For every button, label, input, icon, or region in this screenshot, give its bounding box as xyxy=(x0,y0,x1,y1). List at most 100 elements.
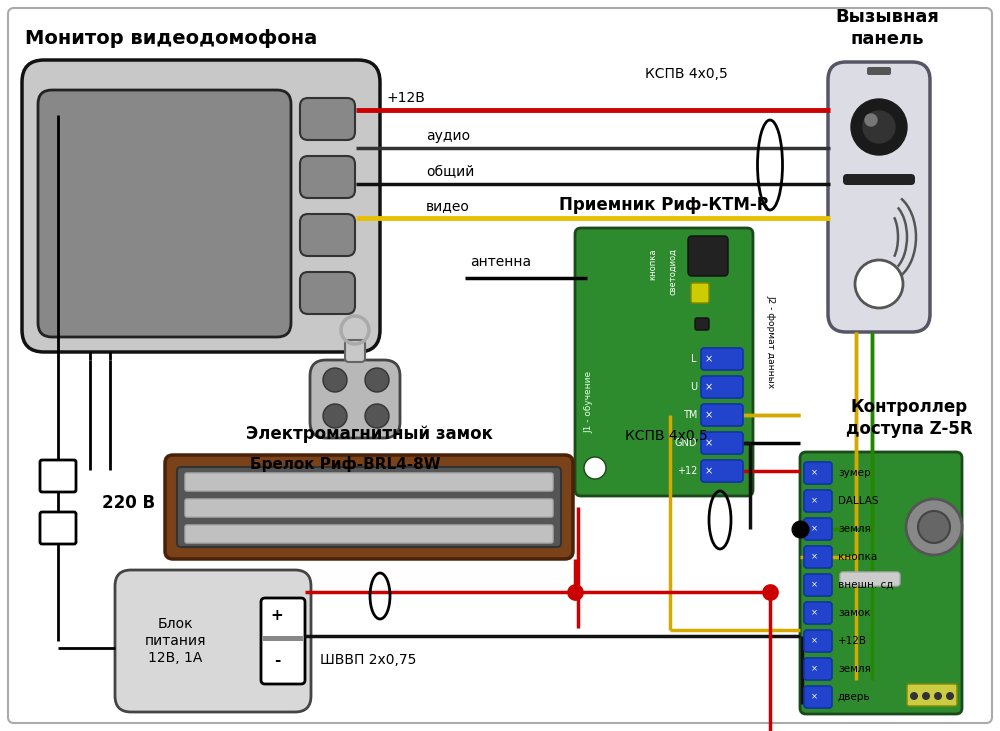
Circle shape xyxy=(323,404,347,428)
Text: видео: видео xyxy=(426,199,470,213)
Text: ×: × xyxy=(810,637,818,645)
Text: Электромагнитный замок: Электромагнитный замок xyxy=(246,425,492,443)
FancyBboxPatch shape xyxy=(8,8,992,723)
FancyBboxPatch shape xyxy=(804,686,832,708)
FancyBboxPatch shape xyxy=(688,236,728,276)
Text: зумер: зумер xyxy=(838,468,871,478)
Text: ×: × xyxy=(810,496,818,506)
Text: +: + xyxy=(271,608,283,624)
FancyBboxPatch shape xyxy=(701,376,743,398)
FancyBboxPatch shape xyxy=(828,62,930,332)
Text: ШВВП 2х0,75: ШВВП 2х0,75 xyxy=(320,653,416,667)
Text: 220 В: 220 В xyxy=(102,494,155,512)
Circle shape xyxy=(906,499,962,555)
Text: +12В: +12В xyxy=(386,91,425,105)
Text: земля: земля xyxy=(838,524,871,534)
Text: +12: +12 xyxy=(677,466,697,476)
FancyBboxPatch shape xyxy=(22,60,380,352)
Text: ×: × xyxy=(810,553,818,561)
Circle shape xyxy=(910,692,918,700)
FancyBboxPatch shape xyxy=(310,360,400,438)
Circle shape xyxy=(863,111,895,143)
Text: ×: × xyxy=(810,692,818,702)
Circle shape xyxy=(851,99,907,155)
FancyBboxPatch shape xyxy=(804,658,832,680)
FancyBboxPatch shape xyxy=(843,174,915,185)
Circle shape xyxy=(855,260,903,308)
Text: КСПВ 4х0,5: КСПВ 4х0,5 xyxy=(645,67,728,81)
Circle shape xyxy=(918,511,950,543)
Circle shape xyxy=(922,692,930,700)
Text: замок: замок xyxy=(838,608,871,618)
FancyBboxPatch shape xyxy=(38,90,291,337)
Text: J2 - формат данных: J2 - формат данных xyxy=(767,295,776,389)
FancyBboxPatch shape xyxy=(867,67,891,75)
Text: дверь: дверь xyxy=(838,692,871,702)
FancyBboxPatch shape xyxy=(907,684,957,706)
Text: Брелок Риф-BRL4-8W: Брелок Риф-BRL4-8W xyxy=(250,456,440,472)
Circle shape xyxy=(365,404,389,428)
Circle shape xyxy=(934,692,942,700)
Text: антенна: антенна xyxy=(470,255,531,269)
FancyBboxPatch shape xyxy=(804,574,832,596)
FancyBboxPatch shape xyxy=(40,512,76,544)
Text: DALLAS: DALLAS xyxy=(838,496,879,506)
Text: ×: × xyxy=(705,410,713,420)
FancyBboxPatch shape xyxy=(804,546,832,568)
FancyBboxPatch shape xyxy=(345,340,365,362)
FancyBboxPatch shape xyxy=(115,570,311,712)
FancyBboxPatch shape xyxy=(263,636,303,641)
FancyBboxPatch shape xyxy=(804,490,832,512)
Text: ×: × xyxy=(810,608,818,618)
Text: кнопка: кнопка xyxy=(838,552,877,562)
FancyBboxPatch shape xyxy=(300,272,355,314)
FancyBboxPatch shape xyxy=(804,462,832,484)
Text: +12В: +12В xyxy=(838,636,867,646)
Text: Приемник Риф-КТМ-R: Приемник Риф-КТМ-R xyxy=(559,196,769,214)
FancyBboxPatch shape xyxy=(177,467,561,547)
Circle shape xyxy=(584,457,606,479)
FancyBboxPatch shape xyxy=(840,572,900,586)
Text: ×: × xyxy=(705,354,713,364)
FancyBboxPatch shape xyxy=(701,404,743,426)
Text: общий: общий xyxy=(426,165,474,179)
Text: ×: × xyxy=(810,580,818,589)
Text: ×: × xyxy=(705,466,713,476)
Text: аудио: аудио xyxy=(426,129,470,143)
Text: ×: × xyxy=(810,469,818,477)
Text: -: - xyxy=(274,653,280,667)
FancyBboxPatch shape xyxy=(261,598,305,684)
FancyBboxPatch shape xyxy=(185,473,553,491)
FancyBboxPatch shape xyxy=(804,518,832,540)
FancyBboxPatch shape xyxy=(300,156,355,198)
FancyBboxPatch shape xyxy=(804,630,832,652)
FancyBboxPatch shape xyxy=(165,455,573,559)
Text: ×: × xyxy=(810,525,818,534)
Text: U: U xyxy=(690,382,697,392)
Text: Блок
питания
12В, 1А: Блок питания 12В, 1А xyxy=(144,617,206,665)
Text: КСПВ 4х0,5: КСПВ 4х0,5 xyxy=(625,429,708,443)
Text: Контроллер
доступа Z-5R: Контроллер доступа Z-5R xyxy=(846,398,972,438)
Text: GND: GND xyxy=(674,438,697,448)
Circle shape xyxy=(865,114,877,126)
Text: L: L xyxy=(692,354,697,364)
Text: TM: TM xyxy=(683,410,697,420)
Text: Вызывная
панель: Вызывная панель xyxy=(835,8,939,48)
FancyBboxPatch shape xyxy=(695,318,709,330)
FancyBboxPatch shape xyxy=(701,348,743,370)
FancyBboxPatch shape xyxy=(300,98,355,140)
FancyBboxPatch shape xyxy=(40,460,76,492)
Text: земля: земля xyxy=(838,664,871,674)
FancyBboxPatch shape xyxy=(701,432,743,454)
Text: внешн. сд: внешн. сд xyxy=(838,580,893,590)
Text: кнопка: кнопка xyxy=(648,248,658,279)
Circle shape xyxy=(323,368,347,392)
FancyBboxPatch shape xyxy=(691,283,709,303)
Text: ×: × xyxy=(705,438,713,448)
FancyBboxPatch shape xyxy=(185,499,553,517)
FancyBboxPatch shape xyxy=(804,602,832,624)
Circle shape xyxy=(365,368,389,392)
Text: ×: × xyxy=(810,664,818,673)
Text: Монитор видеодомофона: Монитор видеодомофона xyxy=(25,29,317,48)
Text: J1 - обучение: J1 - обучение xyxy=(584,371,594,433)
